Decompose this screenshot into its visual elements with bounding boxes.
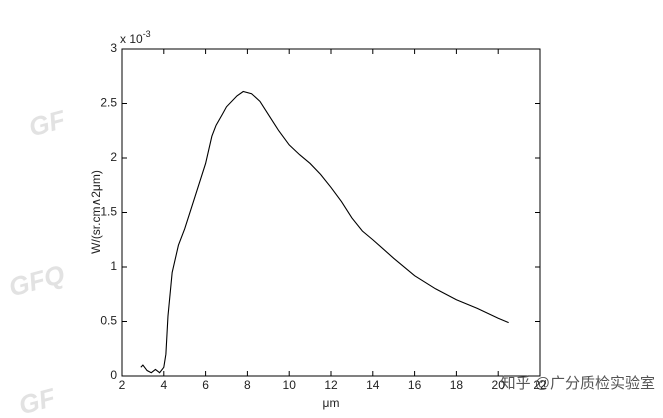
x-tick-label: 8 xyxy=(244,378,251,392)
x-tick-label: 6 xyxy=(202,378,209,392)
x-tick-label: 10 xyxy=(283,378,297,392)
data-line xyxy=(140,90,509,374)
y-tick-label: 0 xyxy=(110,368,117,382)
y-tick-label: 1.5 xyxy=(100,205,117,219)
y-tick-label: 2 xyxy=(110,150,117,164)
x-tick-label: 22 xyxy=(533,378,547,392)
plot-frame xyxy=(121,48,541,377)
x-tick-label: 16 xyxy=(408,378,422,392)
x-tick-label: 2 xyxy=(119,378,126,392)
y-multiplier: x 10-3 xyxy=(120,29,151,46)
x-tick-label: 14 xyxy=(366,378,380,392)
y-tick-label: 3 xyxy=(110,41,117,55)
x-tick-label: 4 xyxy=(160,378,167,392)
x-tick-label: 20 xyxy=(492,378,506,392)
x-tick-label: 12 xyxy=(324,378,338,392)
y-axis-label: W/(sr.cm∧2μm) xyxy=(89,170,103,254)
watermark: GFQ xyxy=(6,259,68,303)
watermark: GF xyxy=(16,382,60,418)
watermark: GF xyxy=(26,104,70,143)
y-tick-label: 0.5 xyxy=(100,314,117,328)
x-tick-label: 18 xyxy=(450,378,464,392)
y-multiplier-base: x 10 xyxy=(120,32,143,46)
y-tick-label: 1 xyxy=(110,259,117,273)
y-multiplier-exponent: -3 xyxy=(143,29,151,39)
y-tick-label: 2.5 xyxy=(100,96,117,110)
watermark-signature: 知乎 @广分质检实验室 xyxy=(501,375,655,392)
x-axis-label: μm xyxy=(323,396,340,410)
